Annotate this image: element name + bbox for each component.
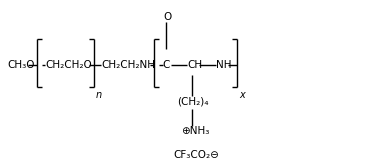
Text: ⊕NH₃: ⊕NH₃ [181,126,209,136]
Text: (CH₂)₄: (CH₂)₄ [177,96,209,106]
Text: CH₂CH₂O: CH₂CH₂O [45,60,92,70]
Text: CH₂CH₂NH: CH₂CH₂NH [101,60,155,70]
Text: x: x [240,90,245,100]
Text: C: C [163,60,170,70]
Text: CH₃O: CH₃O [8,60,35,70]
Text: CF₃CO₂⊖: CF₃CO₂⊖ [173,150,219,160]
Text: NH: NH [216,60,232,70]
Text: CH: CH [187,60,202,70]
Text: O: O [163,12,172,22]
Text: n: n [96,90,102,100]
